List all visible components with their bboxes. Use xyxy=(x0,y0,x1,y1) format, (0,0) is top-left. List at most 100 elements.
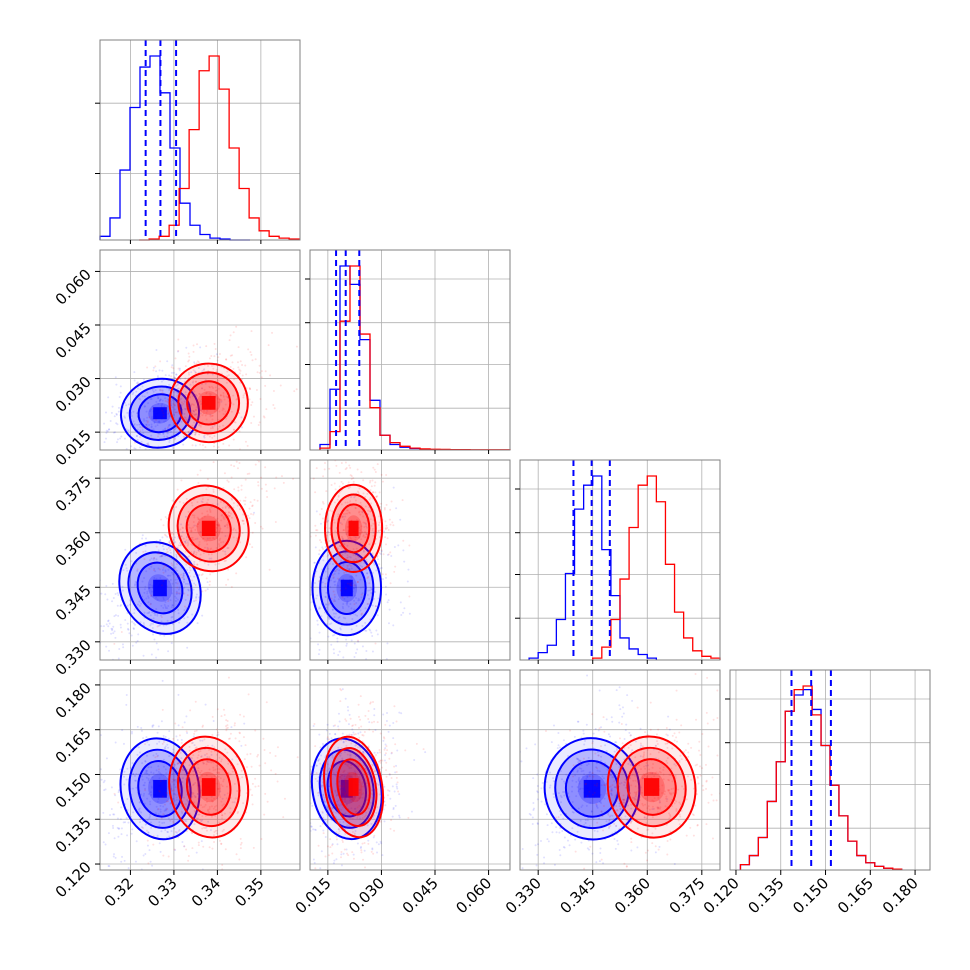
sample-point xyxy=(352,772,355,775)
sample-point xyxy=(159,810,162,813)
sample-point xyxy=(350,807,353,810)
sample-point xyxy=(179,377,182,380)
sample-point xyxy=(166,743,169,746)
sample-point xyxy=(359,731,362,734)
sample-point xyxy=(356,490,359,493)
sample-point xyxy=(105,429,108,432)
sample-point xyxy=(403,560,406,563)
sample-point xyxy=(606,812,609,815)
sample-point xyxy=(187,589,190,592)
sample-point xyxy=(348,754,351,757)
sample-point xyxy=(646,829,649,832)
sample-point xyxy=(251,504,254,507)
sample-point xyxy=(187,352,190,355)
sample-point xyxy=(333,596,336,599)
sample-point xyxy=(192,409,195,412)
sample-point xyxy=(216,359,219,362)
sample-point xyxy=(119,385,122,388)
sample-point xyxy=(361,531,364,534)
sample-point xyxy=(173,428,176,431)
sample-point xyxy=(133,584,136,587)
sample-point xyxy=(120,806,123,809)
sample-point xyxy=(532,802,535,805)
sample-point xyxy=(322,502,325,505)
sample-point xyxy=(364,505,367,508)
sample-point xyxy=(339,522,342,525)
sample-point xyxy=(353,608,356,611)
sample-point xyxy=(195,810,198,813)
sample-point xyxy=(178,367,181,370)
sample-point xyxy=(116,592,119,595)
sample-point xyxy=(166,400,169,403)
sample-point xyxy=(340,856,343,859)
sample-point xyxy=(144,789,147,792)
sample-point xyxy=(197,767,200,770)
sample-point xyxy=(348,772,351,775)
sample-point xyxy=(209,415,212,418)
sample-point xyxy=(348,760,351,763)
sample-point xyxy=(217,387,220,390)
sample-point xyxy=(185,346,188,349)
sample-point xyxy=(402,611,405,614)
sample-point xyxy=(144,427,147,430)
sample-point xyxy=(344,780,347,783)
sample-point xyxy=(392,737,395,740)
sample-point xyxy=(182,796,185,799)
sample-point xyxy=(359,578,362,581)
sample-point xyxy=(205,774,208,777)
sample-point xyxy=(139,542,142,545)
sample-point xyxy=(220,519,223,522)
sample-point xyxy=(161,369,164,372)
sample-point xyxy=(159,808,162,811)
sample-point xyxy=(209,393,212,396)
sample-point xyxy=(358,520,361,523)
sample-point xyxy=(196,777,199,780)
sample-point xyxy=(588,771,591,774)
sample-point xyxy=(324,772,327,775)
sample-point xyxy=(338,821,341,824)
sample-point xyxy=(112,597,115,600)
sample-point xyxy=(175,597,178,600)
sample-point xyxy=(197,841,200,844)
sample-point xyxy=(225,797,228,800)
sample-point xyxy=(216,767,219,770)
sample-point xyxy=(596,830,599,833)
sample-point xyxy=(620,781,623,784)
sample-point xyxy=(227,737,230,740)
sample-point xyxy=(389,551,392,554)
sample-point xyxy=(230,497,233,500)
sample-point xyxy=(328,783,331,786)
sample-point xyxy=(571,827,574,830)
sample-point xyxy=(171,499,174,502)
sample-point xyxy=(210,355,213,358)
sample-point xyxy=(344,515,347,518)
sample-point xyxy=(382,578,385,581)
sample-point xyxy=(354,744,357,747)
sample-point xyxy=(251,782,254,785)
sample-point xyxy=(384,752,387,755)
sample-point xyxy=(155,752,158,755)
sample-point xyxy=(361,781,364,784)
sample-point xyxy=(361,744,364,747)
sample-point xyxy=(136,428,139,431)
sample-point xyxy=(572,811,575,814)
sample-point xyxy=(216,728,219,731)
sample-point xyxy=(321,546,324,549)
sample-point xyxy=(147,442,150,445)
sample-point xyxy=(130,634,133,637)
sample-point xyxy=(194,371,197,374)
sample-point xyxy=(328,826,331,829)
sample-point xyxy=(167,855,170,858)
sample-point xyxy=(238,430,241,433)
sample-point xyxy=(327,635,330,638)
sample-point xyxy=(407,568,410,571)
sample-point xyxy=(552,780,555,783)
sample-point xyxy=(222,486,225,489)
sample-point xyxy=(142,654,145,657)
sample-point xyxy=(181,781,184,784)
sample-point xyxy=(176,411,179,414)
sample-point xyxy=(197,544,200,547)
sample-point xyxy=(100,592,103,595)
sample-point xyxy=(317,653,320,656)
sample-point xyxy=(158,420,161,423)
